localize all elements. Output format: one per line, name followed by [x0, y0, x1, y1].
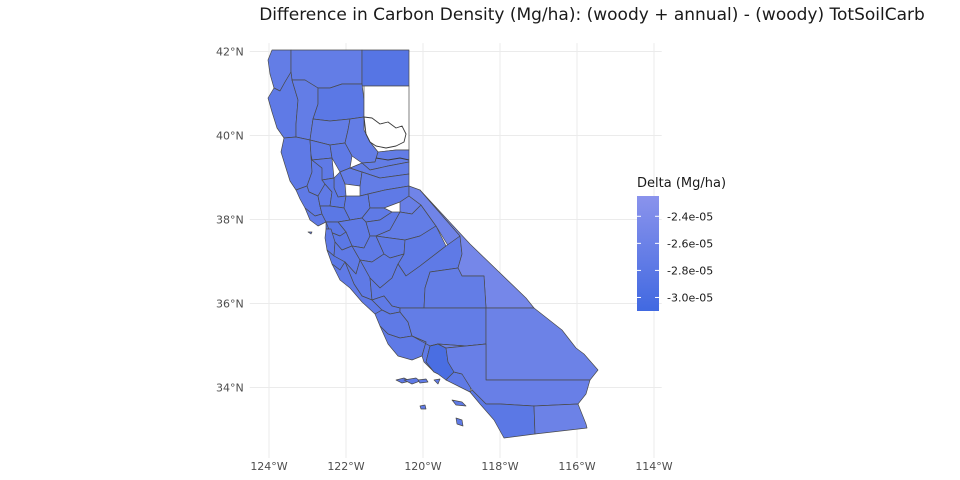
legend-tick-label: -2.8e-05: [667, 264, 713, 277]
state-outline: [363, 116, 410, 161]
county-shasta: [312, 83, 365, 122]
chart-title: Difference in Carbon Density (Mg/ha): (w…: [259, 5, 925, 25]
county-tulare: [423, 267, 487, 309]
island: [433, 378, 441, 385]
legend-title: Delta (Mg/ha): [637, 176, 726, 191]
lassen-inner-outline: [363, 116, 407, 149]
y-tick-label: 36°N: [216, 298, 244, 311]
x-tick-label: 122°W: [327, 460, 364, 473]
county-regions: [267, 49, 599, 439]
x-tick-label: 118°W: [481, 460, 518, 473]
legend-ticks: -2.4e-05 -2.6e-05 -2.8e-05 -3.0e-05: [637, 210, 713, 304]
county-imperial: [533, 403, 588, 435]
legend-tick-label: -2.4e-05: [667, 210, 713, 223]
island: [451, 399, 467, 407]
axis-tick-labels: 124°W 122°W 120°W 118°W 116°W 114°W 34°N 36°N 38…: [216, 46, 673, 474]
y-tick-label: 34°N: [216, 382, 244, 395]
x-tick-label: 114°W: [635, 460, 672, 473]
island: [307, 231, 313, 235]
x-tick-label: 116°W: [558, 460, 595, 473]
x-tick-label: 120°W: [404, 460, 441, 473]
y-tick-label: 42°N: [216, 46, 244, 59]
y-tick-label: 40°N: [216, 130, 244, 143]
county-boundary: [375, 157, 410, 161]
county-tehama: [309, 118, 351, 146]
island: [455, 417, 464, 427]
legend-colorbar: [637, 196, 659, 311]
legend-tick-label: -2.6e-05: [667, 237, 713, 250]
legend-tick-label: -3.0e-05: [667, 291, 713, 304]
color-legend: Delta (Mg/ha) -2.4e-05 -2.6e-05 -2.8e-05 -3…: [637, 176, 726, 311]
island: [419, 404, 427, 410]
county-mendocino: [280, 136, 313, 191]
island: [417, 378, 429, 384]
y-tick-label: 38°N: [216, 214, 244, 227]
county-modoc: [361, 49, 410, 87]
x-tick-label: 124°W: [250, 460, 287, 473]
